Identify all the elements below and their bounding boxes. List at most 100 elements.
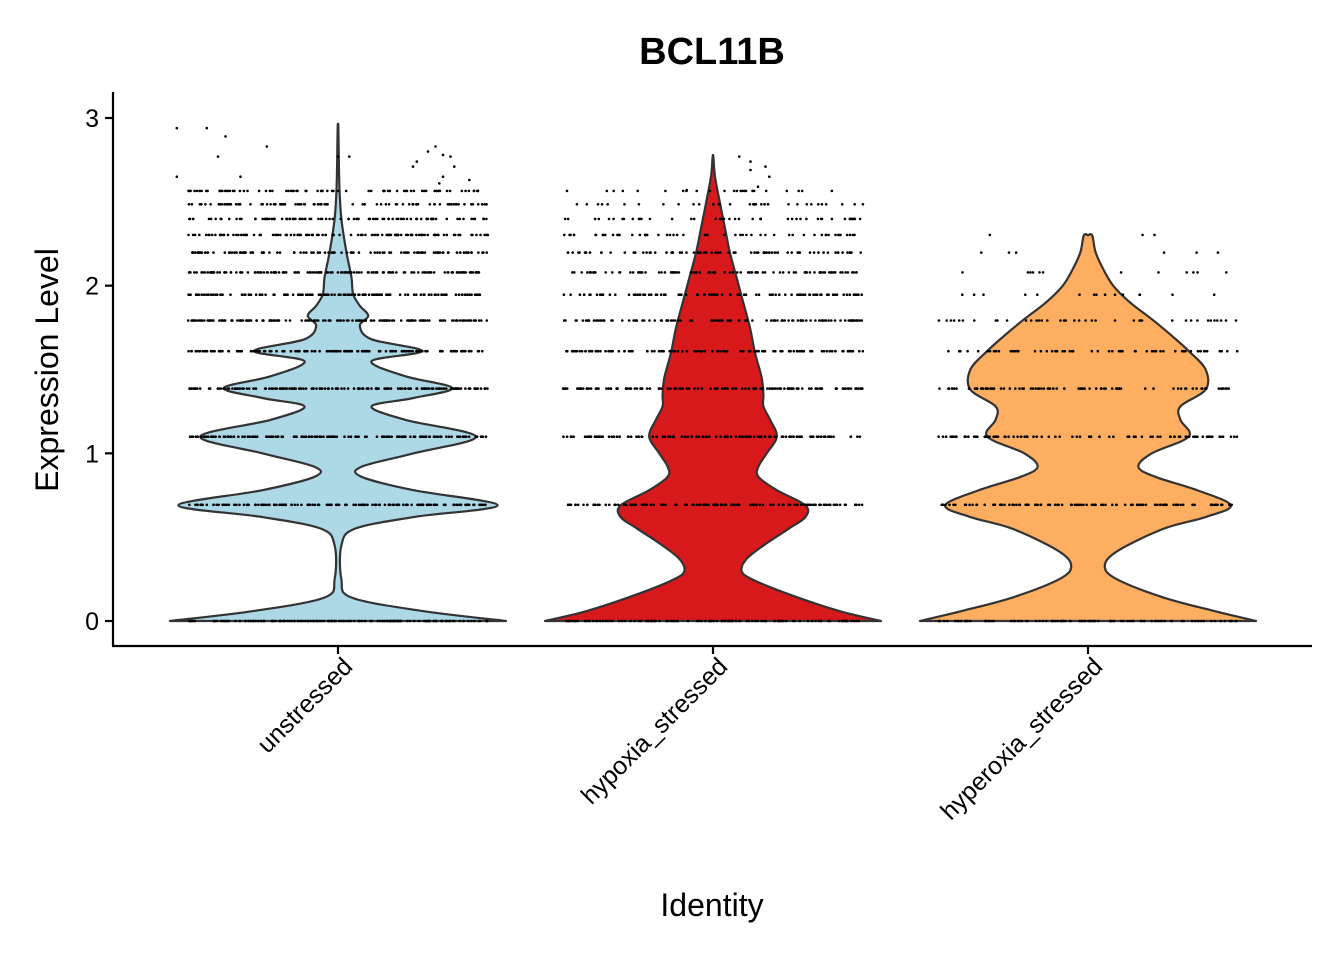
- data-point: [839, 319, 842, 322]
- data-point: [366, 503, 369, 507]
- data-point: [623, 349, 626, 353]
- data-point: [631, 233, 634, 237]
- data-point: [799, 503, 803, 507]
- data-point: [676, 349, 680, 353]
- data-point: [415, 217, 419, 221]
- data-point: [830, 189, 834, 193]
- data-point: [480, 503, 484, 507]
- data-point: [1226, 349, 1229, 353]
- data-point: [812, 435, 815, 439]
- data-point: [283, 271, 287, 274]
- data-point: [330, 619, 333, 623]
- data-point: [452, 233, 456, 237]
- data-point: [1034, 619, 1038, 623]
- data-point: [296, 503, 299, 507]
- y-tick-label: 0: [85, 608, 99, 636]
- data-point: [315, 387, 318, 390]
- data-point: [843, 619, 847, 623]
- data-point: [817, 251, 820, 254]
- data-point: [1045, 619, 1048, 623]
- data-point: [1025, 503, 1029, 507]
- data-point: [387, 203, 391, 206]
- data-point: [845, 293, 849, 297]
- data-point: [226, 387, 230, 390]
- data-point: [231, 387, 234, 390]
- data-point: [585, 387, 588, 390]
- data-point: [335, 435, 339, 439]
- data-point: [657, 349, 661, 353]
- data-point: [763, 203, 766, 206]
- data-point: [233, 251, 236, 254]
- data-point: [426, 349, 429, 353]
- data-point: [715, 619, 719, 623]
- data-point: [1159, 619, 1162, 623]
- data-point: [675, 233, 679, 237]
- data-point: [218, 189, 221, 193]
- data-point: [804, 271, 807, 274]
- data-point: [252, 233, 256, 237]
- data-point: [352, 503, 356, 507]
- data-point: [208, 387, 212, 390]
- data-point: [655, 435, 658, 439]
- data-point: [325, 293, 329, 297]
- data-point: [673, 319, 677, 322]
- data-point-outlier: [685, 188, 689, 192]
- data-point: [846, 271, 850, 274]
- data-point: [665, 619, 669, 623]
- data-point: [256, 271, 259, 274]
- data-point: [1169, 435, 1172, 439]
- data-point: [458, 619, 462, 623]
- data-point: [306, 319, 310, 322]
- data-point: [1219, 319, 1223, 322]
- data-point: [409, 319, 413, 322]
- data-point: [473, 619, 476, 623]
- data-point: [278, 251, 282, 254]
- data-point: [709, 387, 712, 390]
- data-point: [839, 233, 842, 237]
- data-point: [475, 233, 478, 237]
- data-point: [1157, 271, 1160, 274]
- data-point: [270, 217, 274, 221]
- data-point: [482, 217, 485, 221]
- data-point: [483, 387, 487, 390]
- data-point: [635, 387, 639, 390]
- data-point: [264, 189, 268, 193]
- data-point: [1150, 349, 1154, 353]
- data-point: [692, 203, 695, 206]
- data-point: [1176, 387, 1180, 390]
- data-point: [776, 387, 779, 390]
- data-point: [1008, 503, 1011, 507]
- data-point: [714, 293, 717, 297]
- data-point: [828, 435, 831, 439]
- data-point: [657, 387, 661, 390]
- data-point: [443, 271, 447, 274]
- data-point: [1038, 271, 1041, 274]
- data-point: [787, 349, 791, 353]
- data-point: [659, 387, 663, 390]
- data-point: [272, 503, 276, 507]
- data-point: [376, 217, 379, 221]
- data-point: [322, 293, 326, 297]
- data-point: [596, 203, 600, 206]
- data-point: [240, 349, 244, 353]
- data-point: [830, 217, 834, 221]
- data-point: [400, 349, 404, 353]
- data-point: [299, 203, 303, 206]
- data-point: [193, 271, 196, 274]
- data-point: [855, 271, 858, 274]
- data-point: [291, 293, 295, 297]
- data-point: [470, 233, 473, 237]
- data-point: [1128, 619, 1132, 623]
- data-point: [302, 387, 305, 390]
- data-point: [954, 619, 957, 623]
- data-point: [799, 319, 802, 322]
- data-point: [306, 619, 310, 623]
- data-point: [1088, 387, 1091, 390]
- data-point: [761, 387, 764, 390]
- data-point: [412, 435, 416, 439]
- data-point: [257, 189, 261, 193]
- data-point: [1020, 619, 1024, 623]
- data-point: [472, 217, 475, 221]
- data-point: [728, 271, 732, 274]
- data-point: [637, 271, 641, 274]
